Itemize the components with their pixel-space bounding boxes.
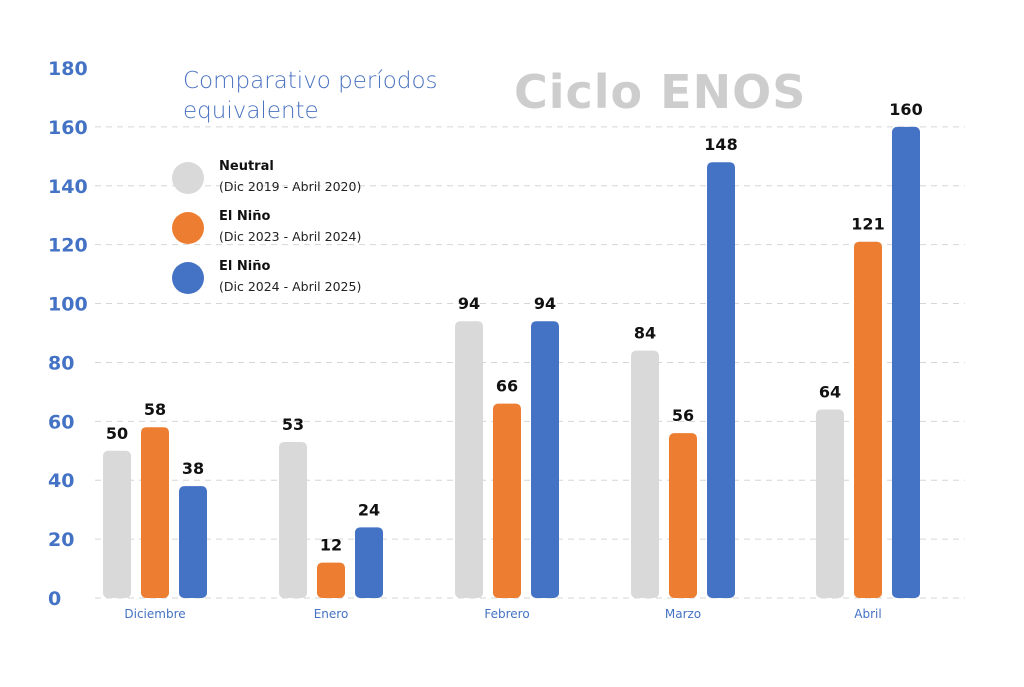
legend-swatch <box>172 212 204 244</box>
bar <box>531 321 559 598</box>
bar <box>355 527 383 598</box>
data-label: 64 <box>819 383 841 402</box>
bar <box>493 403 521 598</box>
legend-swatch <box>172 162 204 194</box>
y-tick-label: 160 <box>48 117 88 139</box>
legend-name: El Niño <box>219 259 271 274</box>
y-tick-label: 140 <box>48 176 88 198</box>
legend-period: (Dic 2019 - Abril 2020) <box>219 179 362 194</box>
y-tick-label: 120 <box>48 235 88 257</box>
x-tick-label: Abril <box>854 607 881 621</box>
chart-title: Ciclo ENOS <box>514 65 807 119</box>
bar <box>707 162 735 598</box>
data-label: 50 <box>106 424 128 443</box>
y-tick-label: 180 <box>48 58 88 80</box>
x-tick-label: Diciembre <box>124 607 185 621</box>
bar <box>892 126 920 598</box>
data-label: 56 <box>672 406 694 425</box>
y-tick-label: 100 <box>48 294 88 316</box>
data-label: 66 <box>496 377 518 396</box>
data-label: 53 <box>282 415 304 434</box>
bar <box>816 409 844 598</box>
bar <box>103 450 131 598</box>
data-label: 12 <box>320 536 342 555</box>
chart-subtitle: Comparativo períodos equivalente <box>183 68 438 124</box>
data-label: 58 <box>144 400 166 419</box>
x-tick-label: Enero <box>314 607 349 621</box>
y-tick-label: 0 <box>48 588 61 610</box>
bar <box>631 350 659 598</box>
legend-name: Neutral <box>219 159 274 174</box>
bar <box>279 441 307 598</box>
data-label: 24 <box>358 500 380 519</box>
data-label: 38 <box>182 459 204 478</box>
legend-period: (Dic 2024 - Abril 2025) <box>219 279 362 294</box>
bar <box>669 433 697 598</box>
y-tick-label: 60 <box>48 411 74 433</box>
legend-period: (Dic 2023 - Abril 2024) <box>219 229 362 244</box>
legend-swatch <box>172 262 204 294</box>
x-tick-label: Febrero <box>484 607 529 621</box>
bar <box>141 427 169 598</box>
y-tick-label: 80 <box>48 352 74 374</box>
bar <box>854 241 882 598</box>
x-tick-label: Marzo <box>665 607 701 621</box>
data-label: 160 <box>889 100 922 119</box>
bar <box>317 562 345 598</box>
data-label: 94 <box>534 294 556 313</box>
data-label: 121 <box>851 215 884 234</box>
data-label: 94 <box>458 294 480 313</box>
bar <box>179 486 207 598</box>
legend-name: El Niño <box>219 209 271 224</box>
bar <box>455 321 483 598</box>
y-tick-label: 20 <box>48 529 74 551</box>
data-label: 84 <box>634 324 656 343</box>
data-label: 148 <box>704 135 737 154</box>
y-tick-label: 40 <box>48 470 74 492</box>
